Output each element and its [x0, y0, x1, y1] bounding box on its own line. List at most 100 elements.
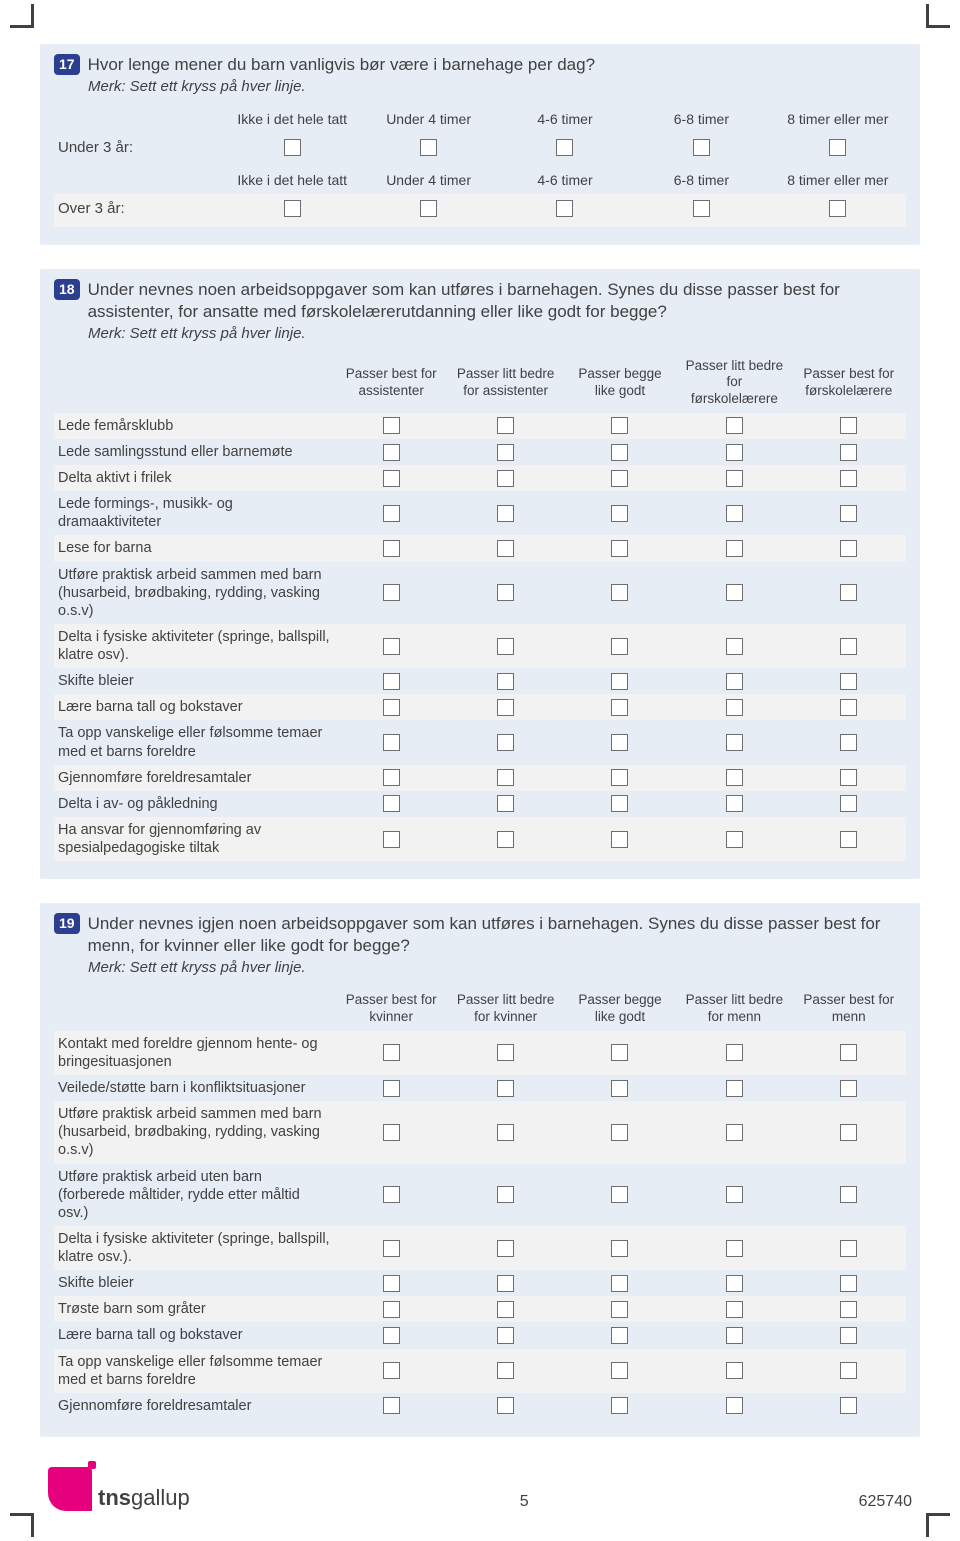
- checkbox[interactable]: [840, 769, 857, 786]
- checkbox[interactable]: [383, 1327, 400, 1344]
- checkbox[interactable]: [383, 1240, 400, 1257]
- checkbox[interactable]: [497, 584, 514, 601]
- checkbox[interactable]: [497, 1044, 514, 1061]
- checkbox[interactable]: [611, 470, 628, 487]
- checkbox[interactable]: [497, 505, 514, 522]
- checkbox[interactable]: [383, 505, 400, 522]
- checkbox[interactable]: [284, 200, 301, 217]
- checkbox[interactable]: [497, 1240, 514, 1257]
- checkbox[interactable]: [726, 673, 743, 690]
- checkbox[interactable]: [497, 1080, 514, 1097]
- checkbox[interactable]: [383, 1080, 400, 1097]
- checkbox[interactable]: [383, 584, 400, 601]
- checkbox[interactable]: [726, 1397, 743, 1414]
- checkbox[interactable]: [383, 734, 400, 751]
- checkbox[interactable]: [726, 769, 743, 786]
- checkbox[interactable]: [383, 1301, 400, 1318]
- checkbox[interactable]: [383, 638, 400, 655]
- checkbox[interactable]: [611, 734, 628, 751]
- checkbox[interactable]: [726, 470, 743, 487]
- checkbox[interactable]: [840, 505, 857, 522]
- checkbox[interactable]: [840, 1397, 857, 1414]
- checkbox[interactable]: [611, 1240, 628, 1257]
- checkbox[interactable]: [611, 505, 628, 522]
- checkbox[interactable]: [840, 1327, 857, 1344]
- checkbox[interactable]: [829, 139, 846, 156]
- checkbox[interactable]: [497, 470, 514, 487]
- checkbox[interactable]: [497, 638, 514, 655]
- checkbox[interactable]: [611, 1044, 628, 1061]
- checkbox[interactable]: [556, 139, 573, 156]
- checkbox[interactable]: [497, 444, 514, 461]
- checkbox[interactable]: [693, 139, 710, 156]
- checkbox[interactable]: [497, 1327, 514, 1344]
- checkbox[interactable]: [497, 673, 514, 690]
- checkbox[interactable]: [556, 200, 573, 217]
- checkbox[interactable]: [383, 699, 400, 716]
- checkbox[interactable]: [840, 734, 857, 751]
- checkbox[interactable]: [611, 1275, 628, 1292]
- checkbox[interactable]: [611, 1362, 628, 1379]
- checkbox[interactable]: [840, 638, 857, 655]
- checkbox[interactable]: [611, 831, 628, 848]
- checkbox[interactable]: [383, 673, 400, 690]
- checkbox[interactable]: [611, 444, 628, 461]
- checkbox[interactable]: [840, 1275, 857, 1292]
- checkbox[interactable]: [383, 769, 400, 786]
- checkbox[interactable]: [726, 1124, 743, 1141]
- checkbox[interactable]: [726, 831, 743, 848]
- checkbox[interactable]: [497, 1362, 514, 1379]
- checkbox[interactable]: [840, 1362, 857, 1379]
- checkbox[interactable]: [611, 699, 628, 716]
- checkbox[interactable]: [726, 1186, 743, 1203]
- checkbox[interactable]: [726, 699, 743, 716]
- checkbox[interactable]: [611, 638, 628, 655]
- checkbox[interactable]: [611, 1080, 628, 1097]
- checkbox[interactable]: [611, 1301, 628, 1318]
- checkbox[interactable]: [840, 584, 857, 601]
- checkbox[interactable]: [840, 540, 857, 557]
- checkbox[interactable]: [383, 1275, 400, 1292]
- checkbox[interactable]: [840, 1186, 857, 1203]
- checkbox[interactable]: [840, 1301, 857, 1318]
- checkbox[interactable]: [840, 1240, 857, 1257]
- checkbox[interactable]: [383, 540, 400, 557]
- checkbox[interactable]: [497, 769, 514, 786]
- checkbox[interactable]: [383, 1044, 400, 1061]
- checkbox[interactable]: [383, 1362, 400, 1379]
- checkbox[interactable]: [611, 673, 628, 690]
- checkbox[interactable]: [383, 1186, 400, 1203]
- checkbox[interactable]: [726, 1275, 743, 1292]
- checkbox[interactable]: [420, 200, 437, 217]
- checkbox[interactable]: [497, 831, 514, 848]
- checkbox[interactable]: [497, 540, 514, 557]
- checkbox[interactable]: [383, 831, 400, 848]
- checkbox[interactable]: [726, 795, 743, 812]
- checkbox[interactable]: [726, 584, 743, 601]
- checkbox[interactable]: [726, 1240, 743, 1257]
- checkbox[interactable]: [726, 444, 743, 461]
- checkbox[interactable]: [840, 1044, 857, 1061]
- checkbox[interactable]: [726, 540, 743, 557]
- checkbox[interactable]: [497, 795, 514, 812]
- checkbox[interactable]: [726, 505, 743, 522]
- checkbox[interactable]: [497, 1124, 514, 1141]
- checkbox[interactable]: [383, 1397, 400, 1414]
- checkbox[interactable]: [383, 1124, 400, 1141]
- checkbox[interactable]: [840, 470, 857, 487]
- checkbox[interactable]: [383, 795, 400, 812]
- checkbox[interactable]: [497, 1186, 514, 1203]
- checkbox[interactable]: [726, 638, 743, 655]
- checkbox[interactable]: [383, 417, 400, 434]
- checkbox[interactable]: [840, 795, 857, 812]
- checkbox[interactable]: [611, 769, 628, 786]
- checkbox[interactable]: [383, 470, 400, 487]
- checkbox[interactable]: [611, 417, 628, 434]
- checkbox[interactable]: [726, 1362, 743, 1379]
- checkbox[interactable]: [840, 699, 857, 716]
- checkbox[interactable]: [726, 1301, 743, 1318]
- checkbox[interactable]: [383, 444, 400, 461]
- checkbox[interactable]: [840, 831, 857, 848]
- checkbox[interactable]: [611, 540, 628, 557]
- checkbox[interactable]: [726, 1044, 743, 1061]
